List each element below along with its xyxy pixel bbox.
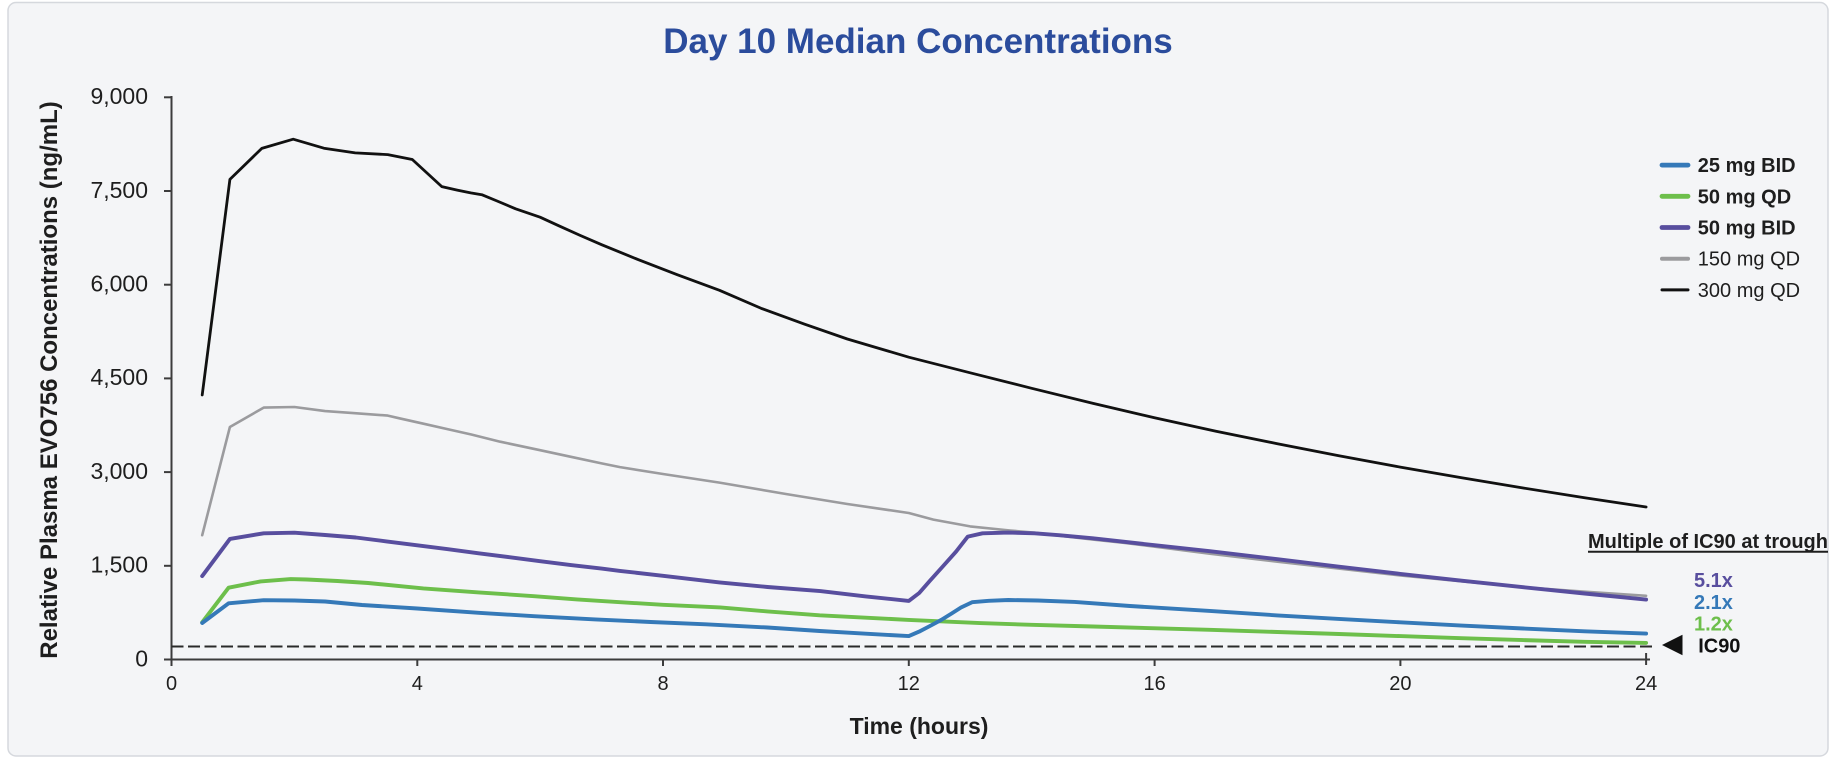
svg-text:16: 16 <box>1143 673 1165 695</box>
svg-text:Time (hours): Time (hours) <box>850 713 989 739</box>
svg-text:8: 8 <box>657 673 668 695</box>
svg-text:20: 20 <box>1389 673 1411 695</box>
svg-text:0: 0 <box>166 673 177 695</box>
svg-text:2.1x: 2.1x <box>1694 592 1733 614</box>
svg-text:300 mg QD: 300 mg QD <box>1698 280 1800 302</box>
svg-text:Relative Plasma EVO756 Concent: Relative Plasma EVO756 Concentrations (n… <box>36 101 63 659</box>
svg-text:25 mg BID: 25 mg BID <box>1698 155 1796 177</box>
svg-text:Multiple of IC90 at trough: Multiple of IC90 at trough <box>1588 531 1828 553</box>
svg-text:12: 12 <box>898 673 920 695</box>
svg-text:150 mg QD: 150 mg QD <box>1698 249 1800 271</box>
svg-text:4: 4 <box>412 673 423 695</box>
svg-text:24: 24 <box>1635 673 1657 695</box>
svg-text:7,500: 7,500 <box>90 177 148 203</box>
svg-text:9,000: 9,000 <box>90 83 148 109</box>
svg-text:6,000: 6,000 <box>90 271 148 297</box>
svg-text:3,000: 3,000 <box>90 458 148 484</box>
svg-text:50 mg QD: 50 mg QD <box>1698 186 1791 208</box>
svg-text:50 mg BID: 50 mg BID <box>1698 218 1796 240</box>
svg-text:1.2x: 1.2x <box>1694 614 1733 636</box>
svg-text:0: 0 <box>135 645 148 671</box>
svg-text:Day 10 Median Concentrations: Day 10 Median Concentrations <box>663 22 1173 61</box>
svg-text:IC90: IC90 <box>1698 635 1740 657</box>
svg-text:1,500: 1,500 <box>90 552 148 578</box>
svg-text:5.1x: 5.1x <box>1694 570 1733 592</box>
svg-text:4,500: 4,500 <box>90 364 148 390</box>
